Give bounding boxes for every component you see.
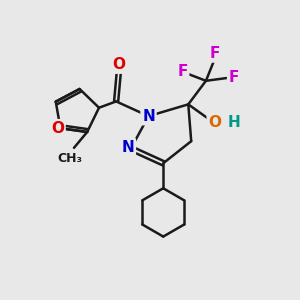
Text: F: F bbox=[229, 70, 239, 86]
Text: O: O bbox=[51, 121, 64, 136]
Text: N: N bbox=[142, 109, 155, 124]
Text: F: F bbox=[210, 46, 220, 61]
Text: N: N bbox=[122, 140, 134, 154]
Text: F: F bbox=[177, 64, 188, 80]
Text: O: O bbox=[112, 57, 126, 72]
Text: CH₃: CH₃ bbox=[57, 152, 82, 165]
Text: O: O bbox=[208, 115, 221, 130]
Text: H: H bbox=[227, 115, 240, 130]
